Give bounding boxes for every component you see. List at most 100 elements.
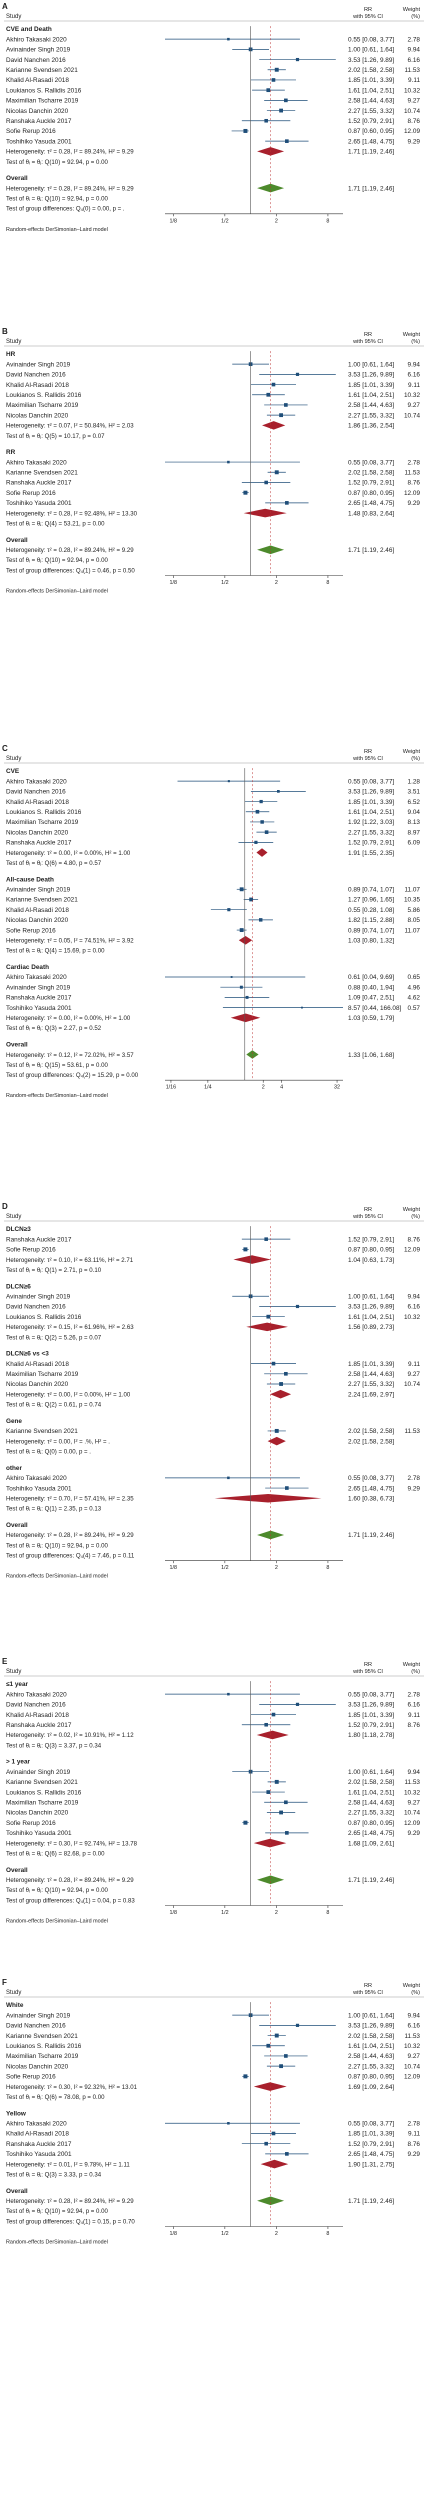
study-marker bbox=[274, 2033, 279, 2038]
study-marker bbox=[227, 2122, 230, 2125]
study-weight: 11.07 bbox=[404, 887, 420, 894]
study-weight: 10.74 bbox=[404, 108, 420, 115]
subgroup-test: Test of θᵢ = θⱼ: Q(1) = 2.71, p = 0.10 bbox=[6, 1267, 102, 1274]
study-marker bbox=[295, 372, 300, 376]
overall-label: Overall bbox=[6, 1867, 28, 1874]
study-rr-ci: 1.52 [0.79, 2.91] bbox=[348, 480, 394, 487]
study-weight: 9.29 bbox=[408, 1485, 421, 1492]
study-label: Ranshaka Auckle 2017 bbox=[6, 2141, 72, 2148]
study-rr-ci: 1.82 [1.15, 2.88] bbox=[348, 917, 394, 924]
study-marker bbox=[284, 1800, 288, 1805]
study-marker bbox=[243, 1247, 248, 1252]
panel-label: B bbox=[2, 327, 8, 336]
study-label: David Nanchen 2016 bbox=[6, 1304, 66, 1311]
study-label: Sofie Rerup 2016 bbox=[6, 1820, 56, 1827]
study-rr-ci: 2.65 [1.48, 4.75] bbox=[348, 500, 394, 507]
subgroup-test: Test of θᵢ = θⱼ: Q(4) = 53.21, p = 0.00 bbox=[6, 521, 105, 528]
study-label: Khalid Al-Rasadi 2018 bbox=[6, 799, 69, 806]
study-rr-ci: 1.61 [1.04, 2.51] bbox=[348, 87, 394, 94]
x-tick-label: 8 bbox=[326, 580, 329, 586]
study-marker bbox=[266, 88, 271, 93]
study-marker bbox=[285, 139, 289, 143]
study-label: Toshihiko Yasuda 2001 bbox=[6, 500, 72, 507]
heterogeneity-text: Heterogeneity: τ² = 0.00, I² = 0.00%, H²… bbox=[6, 850, 131, 857]
subgroup-test: Test of θᵢ = θⱼ: Q(1) = 2.35, p = 0.13 bbox=[6, 1506, 102, 1513]
study-label: Khalid Al-Rasadi 2018 bbox=[6, 1712, 69, 1719]
header-effect: RR bbox=[364, 1662, 372, 1668]
study-label: Toshihiko Yasuda 2001 bbox=[6, 1830, 72, 1837]
study-rr-ci: 2.27 [1.55, 3.32] bbox=[348, 412, 394, 419]
study-weight: 9.27 bbox=[408, 402, 421, 409]
study-rr-ci: 1.00 [0.61, 1.64] bbox=[348, 47, 394, 54]
study-weight: 12.09 bbox=[404, 128, 420, 135]
study-rr-ci: 1.27 [0.96, 1.65] bbox=[348, 897, 394, 904]
overall-heterogeneity: Heterogeneity: τ² = 0.28, I² = 89.24%, H… bbox=[6, 2198, 134, 2205]
study-rr-ci: 2.58 [1.44, 4.63] bbox=[348, 1371, 394, 1378]
study-label: Ranshaka Auckle 2017 bbox=[6, 1722, 72, 1729]
heterogeneity-text: Heterogeneity: τ² = 0.00, I² = 0.00%, H²… bbox=[6, 1015, 131, 1022]
study-weight: 9.94 bbox=[408, 1294, 421, 1301]
panel-label: A bbox=[2, 2, 8, 11]
study-rr-ci: 1.85 [1.01, 3.39] bbox=[348, 1361, 394, 1368]
study-rr-ci: 2.02 [1.58, 2.58] bbox=[348, 67, 394, 74]
panel-label: F bbox=[2, 1978, 7, 1987]
header-effect-ci: with 95% CI bbox=[352, 756, 383, 762]
study-label: Ranshaka Auckle 2017 bbox=[6, 995, 72, 1002]
x-tick-label: 1/2 bbox=[221, 580, 229, 586]
group-difference-test: Test of group differences: Q₄(2) = 15.29… bbox=[6, 1072, 139, 1079]
study-weight: 9.27 bbox=[408, 1800, 421, 1807]
model-footnote: Random-effects DerSimonian–Laird model bbox=[6, 227, 108, 233]
study-label: Karianne Svendsen 2021 bbox=[6, 1428, 78, 1435]
study-label: Sofie Rerup 2016 bbox=[6, 927, 56, 934]
study-marker bbox=[295, 57, 300, 62]
subgroup-pooled-diamond bbox=[253, 1838, 287, 1848]
study-label: Maximilian Tscharre 2019 bbox=[6, 2053, 79, 2060]
study-label: Nicolas Danchin 2020 bbox=[6, 108, 69, 115]
study-label: Avinainder Singh 2019 bbox=[6, 887, 71, 894]
study-weight: 2.78 bbox=[408, 1691, 421, 1698]
subgroup-pooled-rr: 1.90 [1.31, 2.75] bbox=[348, 2161, 394, 2168]
study-rr-ci: 2.27 [1.55, 3.32] bbox=[348, 1810, 394, 1817]
study-rr-ci: 1.85 [1.01, 3.39] bbox=[348, 382, 394, 389]
study-weight: 8.76 bbox=[408, 2141, 421, 2148]
study-marker bbox=[227, 37, 230, 41]
overall-heterogeneity: Heterogeneity: τ² = 0.12, I² = 72.02%, H… bbox=[6, 1052, 134, 1059]
study-marker bbox=[243, 1820, 248, 1825]
subgroup-test: Test of θᵢ = θⱼ: Q(3) = 3.37, p = 0.34 bbox=[6, 1742, 102, 1749]
study-weight: 9.11 bbox=[408, 1712, 420, 1719]
heterogeneity-text: Heterogeneity: τ² = 0.15, I² = 61.96%, H… bbox=[6, 1324, 134, 1331]
subgroup-test: Test of θᵢ = θⱼ: Q(2) = 0.61, p = 0.74 bbox=[6, 1402, 102, 1409]
study-marker bbox=[266, 1790, 271, 1794]
study-weight: 9.29 bbox=[408, 500, 421, 507]
heterogeneity-text: Heterogeneity: τ² = 0.30, I² = 92.32%, H… bbox=[6, 2084, 138, 2091]
subgroup-title: White bbox=[6, 2002, 24, 2009]
model-footnote: Random-effects DerSimonian–Laird model bbox=[6, 1093, 108, 1099]
panel-label: D bbox=[2, 1202, 8, 1211]
study-weight: 6.16 bbox=[408, 1304, 421, 1311]
study-weight: 8.97 bbox=[408, 829, 421, 836]
study-marker bbox=[227, 908, 231, 912]
x-tick-label: 8 bbox=[326, 1565, 329, 1571]
study-label: Loukianos S. Rallidis 2016 bbox=[6, 87, 82, 94]
heterogeneity-text: Heterogeneity: τ² = 0.70, I² = 57.41%, H… bbox=[6, 1495, 134, 1502]
study-rr-ci: 2.58 [1.44, 4.63] bbox=[348, 2053, 394, 2060]
subgroup-pooled-rr: 1.91 [1.55, 2.35] bbox=[348, 850, 394, 857]
overall-pooled-rr: 1.33 [1.06, 1.68] bbox=[348, 1052, 394, 1059]
x-tick-label: 1/8 bbox=[170, 1565, 178, 1571]
study-weight: 10.32 bbox=[404, 392, 420, 399]
study-label: Karianne Svendsen 2021 bbox=[6, 67, 78, 74]
overall-heterogeneity: Heterogeneity: τ² = 0.28, I² = 89.24%, H… bbox=[6, 1877, 134, 1884]
header-weight: Weight bbox=[403, 749, 421, 755]
header-weight: Weight bbox=[403, 332, 421, 338]
study-marker bbox=[284, 403, 288, 407]
study-rr-ci: 0.55 [0.08, 3.77] bbox=[348, 778, 394, 785]
study-marker bbox=[239, 985, 243, 989]
header-weight-unit: (%) bbox=[411, 1990, 420, 1996]
study-weight: 10.32 bbox=[404, 87, 420, 94]
study-label: Akhiro Takasaki 2020 bbox=[6, 2121, 67, 2128]
header-effect: RR bbox=[364, 332, 372, 338]
x-tick-label: 8 bbox=[326, 218, 329, 224]
study-weight: 6.16 bbox=[408, 372, 421, 379]
study-marker bbox=[239, 887, 244, 892]
